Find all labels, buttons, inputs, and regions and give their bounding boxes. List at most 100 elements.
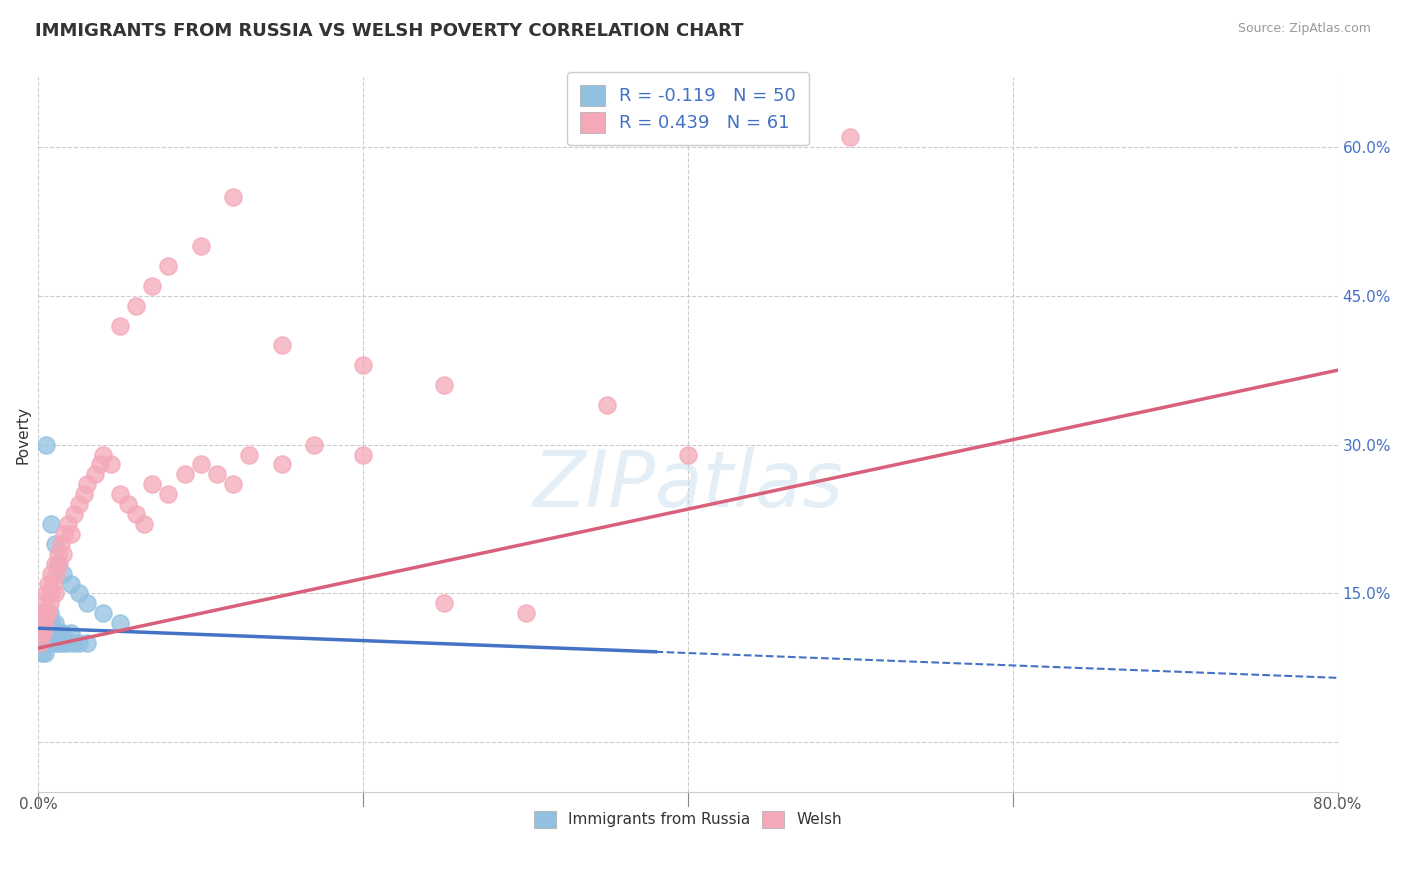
Point xyxy=(34,636,56,650)
Point xyxy=(190,458,212,472)
Point xyxy=(596,398,619,412)
Point xyxy=(433,378,456,392)
Point xyxy=(67,497,90,511)
Point xyxy=(59,626,82,640)
Point xyxy=(31,626,53,640)
Point xyxy=(676,448,699,462)
Point xyxy=(173,467,195,482)
Point xyxy=(91,607,114,621)
Point xyxy=(41,636,63,650)
Point xyxy=(46,557,69,571)
Point xyxy=(32,636,55,650)
Point xyxy=(157,259,180,273)
Point xyxy=(117,497,139,511)
Point xyxy=(35,636,58,650)
Point xyxy=(31,616,53,631)
Point xyxy=(76,596,98,610)
Point xyxy=(125,507,148,521)
Point xyxy=(59,527,82,541)
Point xyxy=(42,576,65,591)
Point xyxy=(37,607,59,621)
Point xyxy=(108,318,131,333)
Point xyxy=(59,576,82,591)
Point xyxy=(141,278,163,293)
Point xyxy=(53,636,76,650)
Point xyxy=(32,636,55,650)
Point xyxy=(67,586,90,600)
Point xyxy=(91,448,114,462)
Text: ZIPatlas: ZIPatlas xyxy=(533,447,844,523)
Point xyxy=(37,636,59,650)
Point xyxy=(271,458,294,472)
Point xyxy=(52,547,75,561)
Point xyxy=(100,458,122,472)
Point xyxy=(76,636,98,650)
Point xyxy=(34,616,56,631)
Point xyxy=(56,516,79,531)
Point xyxy=(45,626,67,640)
Point xyxy=(35,586,58,600)
Point xyxy=(41,516,63,531)
Point xyxy=(28,636,51,650)
Point xyxy=(31,616,53,631)
Point xyxy=(44,537,66,551)
Point xyxy=(222,189,245,203)
Point xyxy=(44,586,66,600)
Point xyxy=(34,626,56,640)
Point xyxy=(44,636,66,650)
Point xyxy=(515,607,537,621)
Point xyxy=(839,130,862,145)
Point xyxy=(37,576,59,591)
Point xyxy=(84,467,107,482)
Point xyxy=(108,487,131,501)
Point xyxy=(352,358,374,372)
Point xyxy=(44,557,66,571)
Point xyxy=(63,507,86,521)
Y-axis label: Poverty: Poverty xyxy=(15,406,30,464)
Point xyxy=(48,626,70,640)
Point xyxy=(125,299,148,313)
Point xyxy=(32,626,55,640)
Point xyxy=(222,477,245,491)
Point xyxy=(45,566,67,581)
Point xyxy=(132,516,155,531)
Point xyxy=(44,616,66,631)
Point xyxy=(190,239,212,253)
Point xyxy=(89,458,111,472)
Point xyxy=(157,487,180,501)
Point xyxy=(38,607,60,621)
Point xyxy=(108,616,131,631)
Legend: Immigrants from Russia, Welsh: Immigrants from Russia, Welsh xyxy=(529,805,848,834)
Point xyxy=(31,636,53,650)
Point xyxy=(31,646,53,660)
Point xyxy=(28,636,51,650)
Text: Source: ZipAtlas.com: Source: ZipAtlas.com xyxy=(1237,22,1371,36)
Point xyxy=(67,636,90,650)
Point xyxy=(48,557,70,571)
Point xyxy=(73,487,96,501)
Point xyxy=(271,338,294,352)
Point xyxy=(38,626,60,640)
Point xyxy=(34,596,56,610)
Point xyxy=(31,607,53,621)
Point xyxy=(42,626,65,640)
Point xyxy=(49,537,72,551)
Point xyxy=(46,636,69,650)
Point xyxy=(56,636,79,650)
Point xyxy=(52,566,75,581)
Point xyxy=(35,626,58,640)
Point xyxy=(32,616,55,631)
Point xyxy=(34,646,56,660)
Point xyxy=(34,616,56,631)
Point xyxy=(41,566,63,581)
Point xyxy=(35,607,58,621)
Point xyxy=(35,616,58,631)
Text: IMMIGRANTS FROM RUSSIA VS WELSH POVERTY CORRELATION CHART: IMMIGRANTS FROM RUSSIA VS WELSH POVERTY … xyxy=(35,22,744,40)
Point xyxy=(76,477,98,491)
Point xyxy=(41,586,63,600)
Point xyxy=(41,616,63,631)
Point xyxy=(32,607,55,621)
Point xyxy=(238,448,260,462)
Point xyxy=(433,596,456,610)
Point xyxy=(46,547,69,561)
